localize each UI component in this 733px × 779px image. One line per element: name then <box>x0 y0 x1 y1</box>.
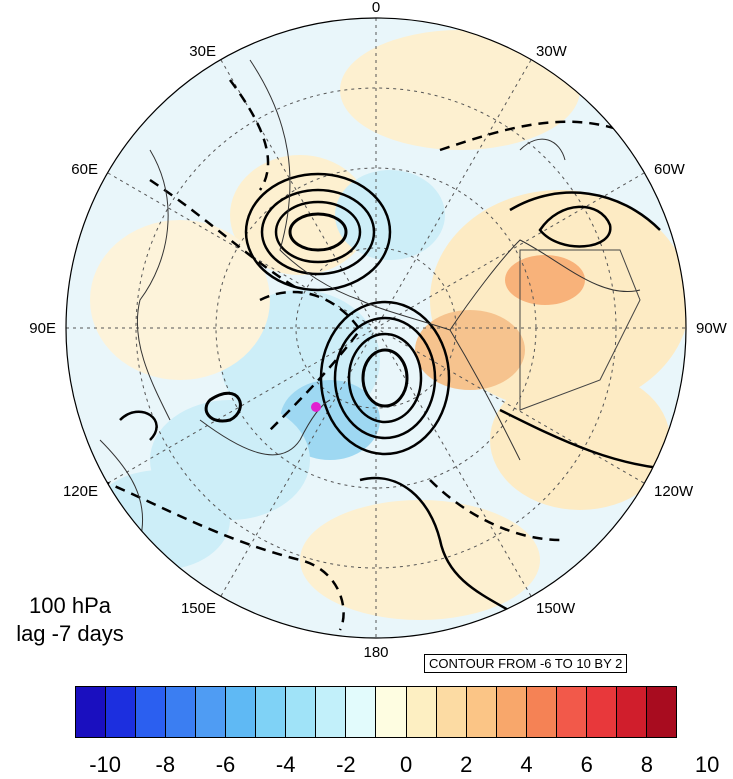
colorbar-swatch <box>286 687 317 737</box>
lon-label-150w: 150W <box>536 600 576 617</box>
lon-label-60e: 60E <box>71 161 98 178</box>
lon-label-30e: 30E <box>189 43 216 60</box>
colorbar-swatch <box>616 687 647 737</box>
colorbar-tick-label: -8 <box>155 752 176 777</box>
colorbar-tick-label: 2 <box>460 752 473 777</box>
colorbar-swatch <box>466 687 497 737</box>
colorbar-swatch <box>346 687 377 737</box>
colorbar-swatch <box>196 687 227 737</box>
title-level: 100 hPa <box>29 593 111 618</box>
colorbar-tick-label: 4 <box>520 752 533 777</box>
colorbar-swatch <box>406 687 437 737</box>
colorbar-swatch <box>556 687 587 737</box>
colorbar-swatch <box>586 687 617 737</box>
title-lag: lag -7 days <box>16 621 124 646</box>
colorbar-swatch <box>526 687 557 737</box>
lon-label-90e: 90E <box>29 320 56 337</box>
colorbar <box>75 686 677 738</box>
graticule <box>66 18 686 638</box>
map-border <box>65 17 687 639</box>
longitude-labels: 0 30W 60W 90W 120W 150W 180 150E 120E 90… <box>29 0 727 660</box>
plot-title: 100 hPa lag -7 days <box>0 592 140 648</box>
colorbar-tick-label: -2 <box>336 752 356 777</box>
contour-info-box: CONTOUR FROM -6 TO 10 BY 2 <box>424 654 628 673</box>
lon-label-150e: 150E <box>181 600 216 617</box>
polar-map: 0 30W 60W 90W 120W 150W 180 150E 120E 90… <box>29 0 727 660</box>
colorbar-swatch <box>646 687 676 737</box>
colorbar-swatch <box>226 687 257 737</box>
colorbar-swatch <box>106 687 137 737</box>
colorbar-tick-label: 10 <box>694 752 720 777</box>
colorbar-labels: -10 -8 -6 -4 -2 0 2 4 6 8 10 <box>75 752 719 778</box>
lon-label-60w: 60W <box>654 161 686 178</box>
colorbar-tick-label: -6 <box>215 752 236 777</box>
colorbar-swatch <box>376 687 407 737</box>
location-marker <box>311 402 321 412</box>
colorbar-tick-label: -10 <box>89 752 121 777</box>
colorbar-tick-label: 0 <box>399 752 413 777</box>
colorbar-tick-label: 8 <box>640 752 654 777</box>
colorbar-tick-label: -4 <box>275 752 296 777</box>
colorbar-swatch <box>166 687 197 737</box>
lon-label-120w: 120W <box>654 483 694 500</box>
lon-label-90w: 90W <box>696 320 728 337</box>
colorbar-swatch <box>76 687 107 737</box>
colorbar-swatch <box>136 687 167 737</box>
lon-label-30w: 30W <box>536 43 568 60</box>
lon-label-180: 180 <box>363 644 388 660</box>
colorbar-swatch <box>496 687 527 737</box>
colorbar-swatch <box>316 687 347 737</box>
lon-label-0: 0 <box>372 0 380 16</box>
colorbar-swatch <box>436 687 467 737</box>
lon-label-120e: 120E <box>63 483 98 500</box>
colorbar-swatch <box>256 687 287 737</box>
colorbar-tick-label: 6 <box>580 752 593 777</box>
